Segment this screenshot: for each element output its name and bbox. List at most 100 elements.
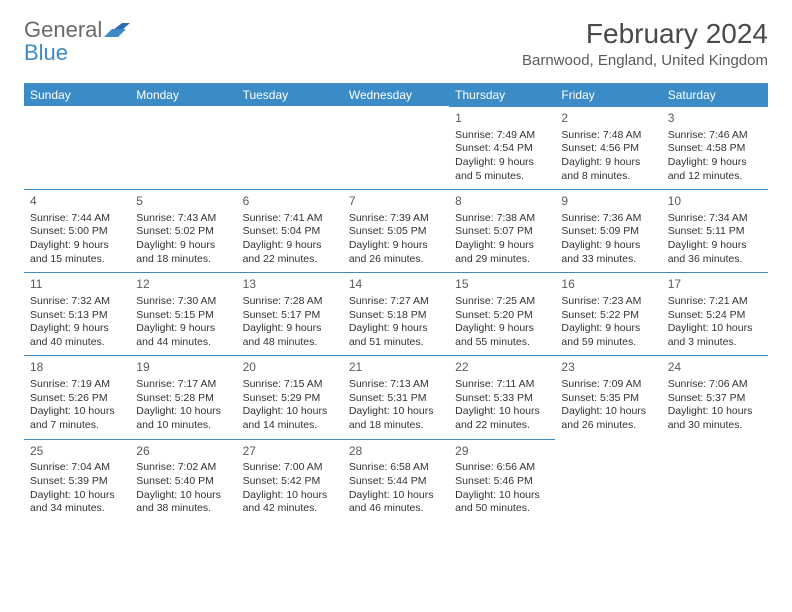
daylight-text-2: and 12 minutes. [668, 170, 762, 184]
sunrise-text: Sunrise: 6:58 AM [349, 461, 443, 475]
sunset-text: Sunset: 5:46 PM [455, 475, 549, 489]
calendar-cell: 8Sunrise: 7:38 AMSunset: 5:07 PMDaylight… [449, 189, 555, 272]
daylight-text-2: and 55 minutes. [455, 336, 549, 350]
calendar-cell: 23Sunrise: 7:09 AMSunset: 5:35 PMDayligh… [555, 355, 661, 438]
daylight-text-1: Daylight: 10 hours [30, 489, 124, 503]
daylight-text-1: Daylight: 9 hours [136, 239, 230, 253]
sunrise-text: Sunrise: 7:19 AM [30, 378, 124, 392]
daylight-text-1: Daylight: 9 hours [30, 322, 124, 336]
sunset-text: Sunset: 5:17 PM [243, 309, 337, 323]
day-number: 3 [668, 111, 762, 127]
day-number: 1 [455, 111, 549, 127]
sunrise-text: Sunrise: 7:00 AM [243, 461, 337, 475]
calendar-cell: 14Sunrise: 7:27 AMSunset: 5:18 PMDayligh… [343, 272, 449, 355]
sunset-text: Sunset: 5:05 PM [349, 225, 443, 239]
sunrise-text: Sunrise: 7:34 AM [668, 212, 762, 226]
sunset-text: Sunset: 4:58 PM [668, 142, 762, 156]
sunset-text: Sunset: 5:44 PM [349, 475, 443, 489]
sunrise-text: Sunrise: 7:32 AM [30, 295, 124, 309]
calendar-cell: 7Sunrise: 7:39 AMSunset: 5:05 PMDaylight… [343, 189, 449, 272]
calendar-cell: 24Sunrise: 7:06 AMSunset: 5:37 PMDayligh… [662, 355, 768, 438]
calendar-cell: 6Sunrise: 7:41 AMSunset: 5:04 PMDaylight… [237, 189, 343, 272]
sunrise-text: Sunrise: 7:46 AM [668, 129, 762, 143]
sunrise-text: Sunrise: 7:28 AM [243, 295, 337, 309]
daylight-text-2: and 40 minutes. [30, 336, 124, 350]
sunrise-text: Sunrise: 7:21 AM [668, 295, 762, 309]
daylight-text-2: and 30 minutes. [668, 419, 762, 433]
day-number: 9 [561, 194, 655, 210]
sunrise-text: Sunrise: 7:36 AM [561, 212, 655, 226]
calendar-cell-blank [555, 439, 661, 522]
daylight-text-1: Daylight: 9 hours [243, 322, 337, 336]
daylight-text-1: Daylight: 10 hours [349, 489, 443, 503]
title-block: February 2024 Barnwood, England, United … [522, 18, 768, 69]
sunset-text: Sunset: 5:40 PM [136, 475, 230, 489]
calendar-cell: 27Sunrise: 7:00 AMSunset: 5:42 PMDayligh… [237, 439, 343, 522]
sunrise-text: Sunrise: 7:49 AM [455, 129, 549, 143]
calendar-cell: 16Sunrise: 7:23 AMSunset: 5:22 PMDayligh… [555, 272, 661, 355]
sunrise-text: Sunrise: 7:15 AM [243, 378, 337, 392]
calendar-cell: 15Sunrise: 7:25 AMSunset: 5:20 PMDayligh… [449, 272, 555, 355]
calendar-cell: 29Sunrise: 6:56 AMSunset: 5:46 PMDayligh… [449, 439, 555, 522]
daylight-text-2: and 14 minutes. [243, 419, 337, 433]
daylight-text-2: and 18 minutes. [136, 253, 230, 267]
daylight-text-1: Daylight: 10 hours [561, 405, 655, 419]
daylight-text-2: and 34 minutes. [30, 502, 124, 516]
sunrise-text: Sunrise: 7:17 AM [136, 378, 230, 392]
sunset-text: Sunset: 5:28 PM [136, 392, 230, 406]
daylight-text-1: Daylight: 10 hours [668, 405, 762, 419]
daylight-text-2: and 38 minutes. [136, 502, 230, 516]
day-number: 12 [136, 277, 230, 293]
calendar-cell: 26Sunrise: 7:02 AMSunset: 5:40 PMDayligh… [130, 439, 236, 522]
calendar-cell: 13Sunrise: 7:28 AMSunset: 5:17 PMDayligh… [237, 272, 343, 355]
daylight-text-2: and 29 minutes. [455, 253, 549, 267]
calendar-cell: 1 Sunrise: 7:49 AMSunset: 4:54 PMDaylight… [449, 106, 555, 189]
sunset-text: Sunset: 5:26 PM [30, 392, 124, 406]
daylight-text-2: and 7 minutes. [30, 419, 124, 433]
calendar-cell-blank [343, 106, 449, 189]
daylight-text-2: and 36 minutes. [668, 253, 762, 267]
daylight-text-1: Daylight: 9 hours [561, 239, 655, 253]
sunrise-text: Sunrise: 7:13 AM [349, 378, 443, 392]
sunset-text: Sunset: 5:35 PM [561, 392, 655, 406]
calendar-cell-blank [662, 439, 768, 522]
daylight-text-2: and 33 minutes. [561, 253, 655, 267]
calendar-cell: 12Sunrise: 7:30 AMSunset: 5:15 PMDayligh… [130, 272, 236, 355]
daylight-text-1: Daylight: 9 hours [455, 156, 549, 170]
sunset-text: Sunset: 5:42 PM [243, 475, 337, 489]
calendar-body: 1Sunrise: 7:49 AMSunset: 4:54 PMDaylight… [24, 106, 768, 522]
sunset-text: Sunset: 4:54 PM [455, 142, 549, 156]
sunset-text: Sunset: 5:39 PM [30, 475, 124, 489]
day-number: 20 [243, 360, 337, 376]
calendar-cell: 11Sunrise: 7:32 AMSunset: 5:13 PMDayligh… [24, 272, 130, 355]
daylight-text-1: Daylight: 9 hours [349, 322, 443, 336]
day-number: 24 [668, 360, 762, 376]
sunset-text: Sunset: 5:29 PM [243, 392, 337, 406]
day-number: 25 [30, 444, 124, 460]
calendar-cell: 4Sunrise: 7:44 AMSunset: 5:00 PMDaylight… [24, 189, 130, 272]
daylight-text-2: and 59 minutes. [561, 336, 655, 350]
calendar-cell: 19Sunrise: 7:17 AMSunset: 5:28 PMDayligh… [130, 355, 236, 438]
day-number: 4 [30, 194, 124, 210]
daylight-text-1: Daylight: 10 hours [243, 405, 337, 419]
calendar-cell: 9Sunrise: 7:36 AMSunset: 5:09 PMDaylight… [555, 189, 661, 272]
day-number: 11 [30, 277, 124, 293]
sunrise-text: Sunrise: 7:23 AM [561, 295, 655, 309]
sunset-text: Sunset: 5:33 PM [455, 392, 549, 406]
daylight-text-2: and 22 minutes. [243, 253, 337, 267]
day-number: 8 [455, 194, 549, 210]
location: Barnwood, England, United Kingdom [522, 52, 768, 69]
day-number: 22 [455, 360, 549, 376]
sunset-text: Sunset: 5:02 PM [136, 225, 230, 239]
calendar-cell: 22Sunrise: 7:11 AMSunset: 5:33 PMDayligh… [449, 355, 555, 438]
sunset-text: Sunset: 5:31 PM [349, 392, 443, 406]
daylight-text-1: Daylight: 10 hours [136, 489, 230, 503]
day-number: 17 [668, 277, 762, 293]
sunset-text: Sunset: 5:07 PM [455, 225, 549, 239]
logo-text-general: General [24, 17, 102, 42]
daylight-text-1: Daylight: 10 hours [455, 489, 549, 503]
sunrise-text: Sunrise: 7:06 AM [668, 378, 762, 392]
day-number: 7 [349, 194, 443, 210]
day-number: 26 [136, 444, 230, 460]
calendar-cell: 10Sunrise: 7:34 AMSunset: 5:11 PMDayligh… [662, 189, 768, 272]
